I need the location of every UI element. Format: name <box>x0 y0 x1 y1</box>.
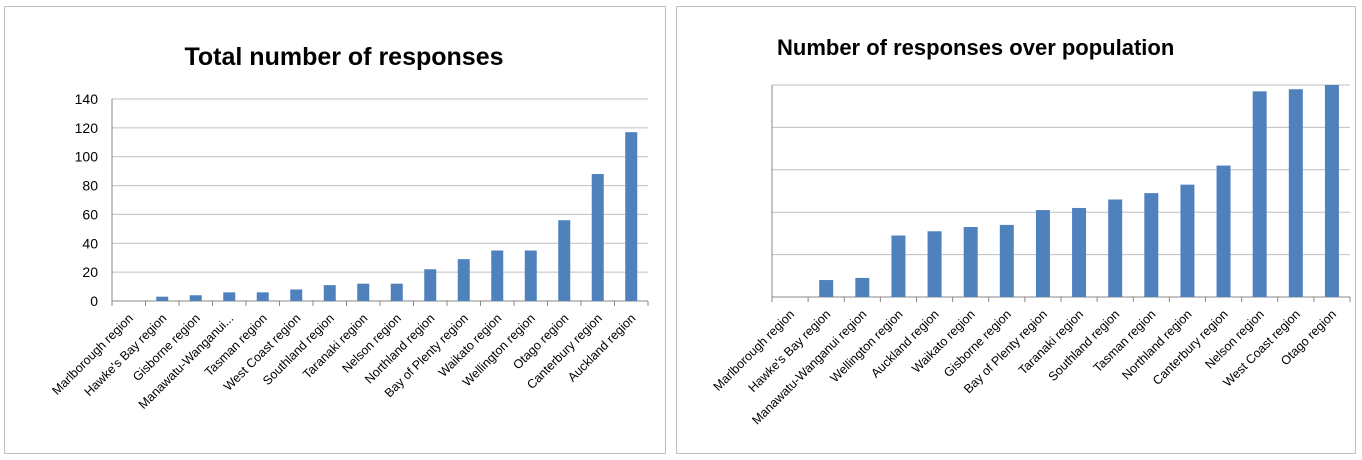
bar <box>1035 210 1050 297</box>
y-tick-label: 60 <box>82 206 98 222</box>
bar <box>558 220 571 301</box>
bar <box>1180 184 1195 297</box>
bar <box>1072 207 1087 297</box>
bar-chart-responses-over-population: Number of responses over population Marl… <box>711 35 1351 427</box>
bar <box>1144 193 1159 297</box>
bar <box>323 285 336 301</box>
y-tick-label: 0 <box>90 293 98 309</box>
chart-panel-total-responses: Total number of responses 0 20 40 60 80 100 12… <box>4 6 666 454</box>
y-tick-label: 140 <box>75 91 99 107</box>
y-tick-label: 40 <box>82 235 98 251</box>
bar <box>1216 165 1231 297</box>
bar <box>156 296 169 301</box>
bar <box>189 295 202 301</box>
chart-panel-responses-over-population: Number of responses over population Marl… <box>676 6 1356 454</box>
bar <box>591 174 604 301</box>
chart-title: Total number of responses <box>184 43 503 71</box>
bar <box>1324 85 1339 297</box>
bar <box>891 235 906 297</box>
bar <box>256 292 269 301</box>
x-tick-label: Tasman region <box>1091 307 1159 375</box>
chart-title: Number of responses over population <box>777 35 1174 60</box>
bar <box>1252 91 1267 297</box>
y-tick-label: 80 <box>82 178 98 194</box>
x-tick-label: Waikato region <box>909 307 978 376</box>
bar <box>223 292 236 301</box>
bar <box>524 250 537 301</box>
bar <box>290 289 303 301</box>
y-tick-label: 120 <box>75 120 99 136</box>
x-tick-label: Taranaki region <box>1016 307 1086 377</box>
y-tick-label: 20 <box>82 264 98 280</box>
bar <box>491 250 504 301</box>
bar <box>999 224 1014 297</box>
bar <box>390 283 403 301</box>
bar <box>357 283 370 301</box>
bar <box>424 269 437 301</box>
bar <box>625 132 638 301</box>
bar <box>819 280 834 297</box>
bar <box>1108 199 1123 297</box>
bar <box>963 227 978 297</box>
bar <box>1288 89 1303 298</box>
bar-chart-total-responses: Total number of responses 0 20 40 60 80 100 12… <box>49 43 649 412</box>
bar <box>855 277 870 297</box>
bar <box>457 259 470 301</box>
bar <box>927 231 942 297</box>
y-tick-label: 100 <box>75 149 99 165</box>
